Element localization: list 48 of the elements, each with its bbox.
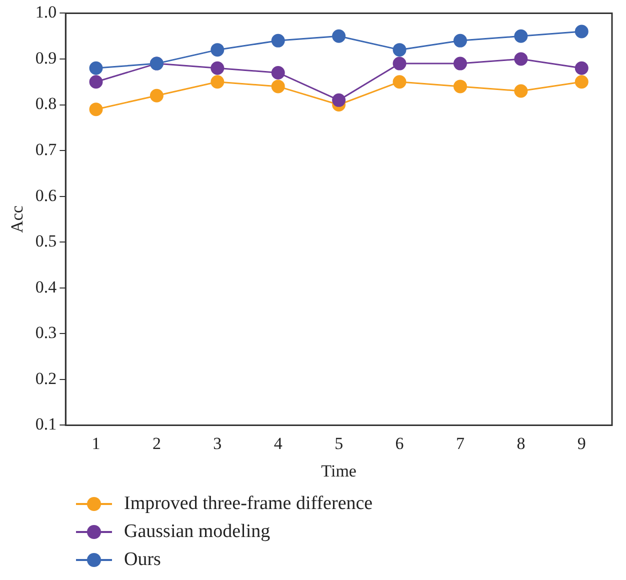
point bbox=[271, 80, 285, 94]
legend-label: Gaussian modeling bbox=[124, 521, 270, 543]
point bbox=[271, 34, 285, 48]
point bbox=[150, 88, 164, 102]
y-tick-label: 0.9 bbox=[35, 48, 57, 68]
point bbox=[514, 52, 528, 66]
point bbox=[332, 93, 346, 107]
x-tick-label: 5 bbox=[334, 434, 344, 453]
point bbox=[210, 75, 224, 89]
y-axis-title: Acc bbox=[8, 205, 27, 233]
y-tick-label: 1.0 bbox=[35, 2, 57, 22]
point bbox=[453, 56, 467, 70]
y-tick-label: 0.8 bbox=[35, 94, 57, 114]
point bbox=[574, 24, 588, 38]
y-tick-label: 0.2 bbox=[35, 368, 57, 388]
legend-label: Improved three-frame difference bbox=[124, 493, 373, 515]
y-tick-label: 0.4 bbox=[35, 277, 58, 296]
x-tick-label: 4 bbox=[274, 434, 283, 453]
point bbox=[392, 56, 406, 70]
point bbox=[453, 34, 467, 48]
x-tick-label: 8 bbox=[516, 434, 526, 453]
point bbox=[89, 61, 103, 75]
x-tick-label: 1 bbox=[92, 434, 100, 453]
x-tick-label: 9 bbox=[577, 434, 586, 453]
y-tick-label: 0.1 bbox=[35, 414, 57, 434]
point bbox=[210, 43, 224, 57]
point bbox=[392, 75, 406, 89]
y-tick-label: 0.5 bbox=[35, 232, 57, 251]
point bbox=[89, 75, 103, 89]
point bbox=[514, 29, 528, 43]
point bbox=[453, 80, 467, 94]
y-tick-label: 0.7 bbox=[35, 140, 58, 159]
y-tick-label: 0.3 bbox=[35, 323, 57, 342]
legend-label: Ours bbox=[124, 549, 161, 571]
point bbox=[392, 43, 406, 57]
x-tick-label: 7 bbox=[456, 434, 465, 453]
point bbox=[89, 102, 103, 116]
x-tick-label: 6 bbox=[395, 434, 404, 453]
x-tick-label: 3 bbox=[213, 434, 222, 453]
point bbox=[271, 66, 285, 80]
x-axis-title: Time bbox=[321, 461, 356, 480]
point bbox=[332, 29, 346, 43]
y-tick-label: 0.6 bbox=[35, 186, 57, 205]
point bbox=[514, 84, 528, 98]
point bbox=[574, 61, 588, 75]
point bbox=[210, 61, 224, 75]
point bbox=[574, 75, 588, 89]
x-tick-label: 2 bbox=[152, 434, 161, 453]
